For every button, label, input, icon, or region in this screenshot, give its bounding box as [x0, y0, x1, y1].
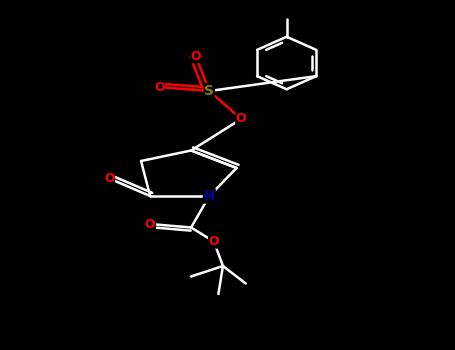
- Text: O: O: [190, 49, 201, 63]
- Text: O: O: [208, 235, 219, 248]
- Text: S: S: [204, 84, 214, 98]
- Text: O: O: [145, 217, 156, 231]
- Text: N: N: [203, 189, 215, 203]
- Text: O: O: [154, 81, 165, 94]
- Text: O: O: [104, 172, 115, 185]
- Text: O: O: [236, 112, 247, 126]
